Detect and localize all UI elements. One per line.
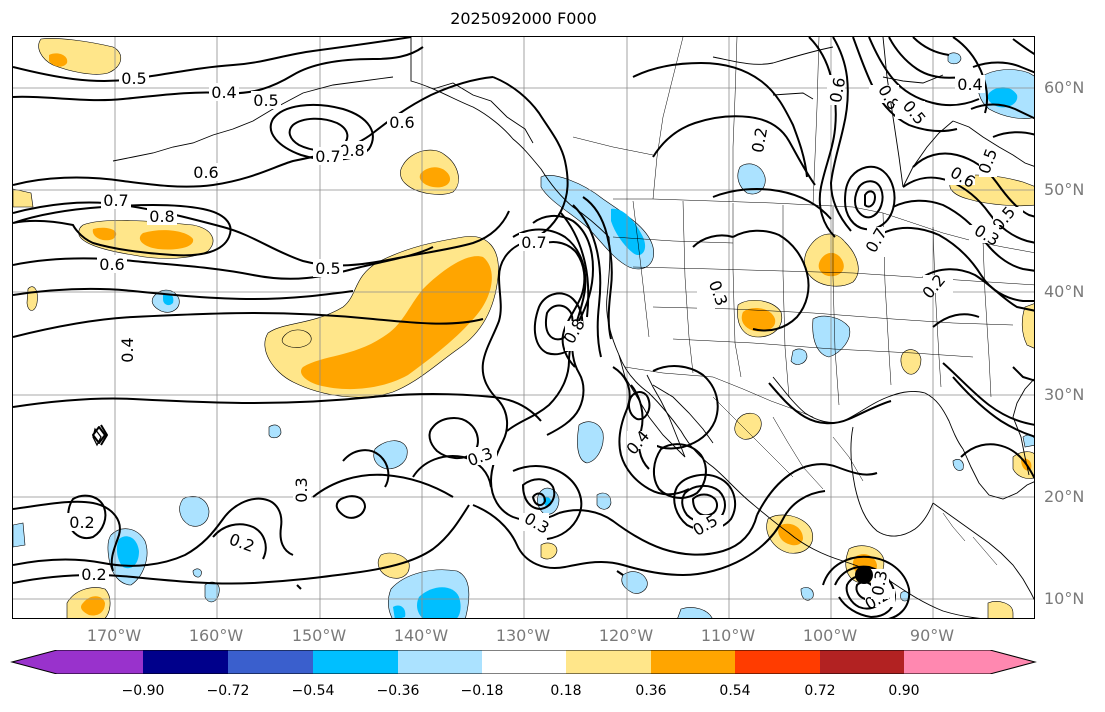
- colorbar-tick: −0.18: [460, 683, 504, 699]
- lat-label-30n: 30°N: [1044, 385, 1085, 404]
- negative-anomaly-shading: [13, 52, 1034, 618]
- contour-label: 0.4: [118, 337, 137, 362]
- contour-label: 0.6: [193, 163, 218, 182]
- colorbar-segment: [12, 650, 143, 674]
- colorbar-tick: 0.72: [804, 683, 836, 699]
- lat-label-40n: 40°N: [1044, 282, 1085, 301]
- colorbar-tick: 0.54: [719, 683, 751, 699]
- colorbar-segment: [820, 650, 906, 674]
- colorbar-segment: [228, 650, 314, 674]
- positive-anomaly-shading: [13, 38, 1034, 618]
- contour-label: 0.2: [81, 565, 106, 584]
- contour-label: 0.5: [315, 259, 340, 278]
- lat-label-20n: 20°N: [1044, 487, 1085, 506]
- colorbar: [10, 650, 1037, 674]
- contour-label: 0.7: [315, 147, 340, 166]
- contour-label: 0.6: [826, 76, 849, 104]
- map-panel[interactable]: 0.5 0.4 0.5 0.6 0.8 0.7 0.6 0.7 0.8 0.6 …: [12, 36, 1035, 619]
- contour-label: 0.8: [149, 207, 174, 226]
- lon-label-120w: 120°W: [598, 626, 654, 645]
- lon-label-170w: 170°W: [86, 626, 142, 645]
- contour-label: 0.5: [253, 91, 278, 110]
- colorbar-tick: 0.18: [550, 683, 582, 699]
- colorbar-tick: 0.36: [635, 683, 667, 699]
- colorbar-segment: [482, 650, 568, 674]
- contour-label: 0.2: [69, 513, 94, 532]
- lat-label-50n: 50°N: [1044, 180, 1085, 199]
- colorbar-tick: −0.36: [376, 683, 420, 699]
- lon-label-130w: 130°W: [495, 626, 551, 645]
- contour-label: 0.8: [339, 141, 364, 160]
- contour-label: 0.4: [957, 75, 982, 94]
- contour-label: 0.7: [103, 191, 128, 210]
- coastlines: [92, 37, 1034, 618]
- colorbar-segment: [143, 650, 229, 674]
- colorbar-tick: −0.72: [206, 683, 250, 699]
- lat-label-10n: 10°N: [1044, 589, 1085, 608]
- storm-center-marker: [855, 566, 873, 584]
- contour-label: 0.7: [521, 233, 546, 252]
- contour-label: 0.6: [99, 255, 124, 274]
- contour-label: 0.4: [211, 83, 236, 102]
- contour-label: 0.5: [975, 146, 1002, 176]
- lon-label-90w: 90°W: [909, 626, 955, 645]
- graticule: [13, 37, 1034, 618]
- contour-label: 0.8: [560, 315, 589, 347]
- contour-label: 0.5: [121, 69, 146, 88]
- colorbar-segment: [904, 650, 1035, 674]
- colorbar-tick: −0.90: [121, 683, 165, 699]
- lat-label-60n: 60°N: [1044, 78, 1085, 97]
- colorbar-segment: [566, 650, 652, 674]
- lon-label-100w: 100°W: [802, 626, 858, 645]
- colorbar-segment: [651, 650, 737, 674]
- map-title: 2025092000 F000: [450, 9, 597, 28]
- colorbar-segment: [735, 650, 821, 674]
- contour-label: 0.6: [389, 113, 414, 132]
- lon-label-150w: 150°W: [291, 626, 347, 645]
- contour-label: 0.3: [868, 569, 891, 597]
- colorbar-segment: [313, 650, 399, 674]
- colorbar-tick: −0.54: [291, 683, 335, 699]
- lon-label-160w: 160°W: [188, 626, 244, 645]
- lon-label-110w: 110°W: [700, 626, 756, 645]
- map-canvas: 0.5 0.4 0.5 0.6 0.8 0.7 0.6 0.7 0.8 0.6 …: [13, 37, 1034, 618]
- lon-label-140w: 140°W: [393, 626, 449, 645]
- contour-label: 0.2: [748, 126, 771, 154]
- contour-label-set: 0.5 0.4 0.5 0.6 0.8 0.7 0.6 0.7 0.8 0.6 …: [67, 69, 1023, 614]
- colorbar-tick: 0.90: [888, 683, 920, 699]
- colorbar-segment: [398, 650, 484, 674]
- contour-label: 0.3: [292, 477, 311, 502]
